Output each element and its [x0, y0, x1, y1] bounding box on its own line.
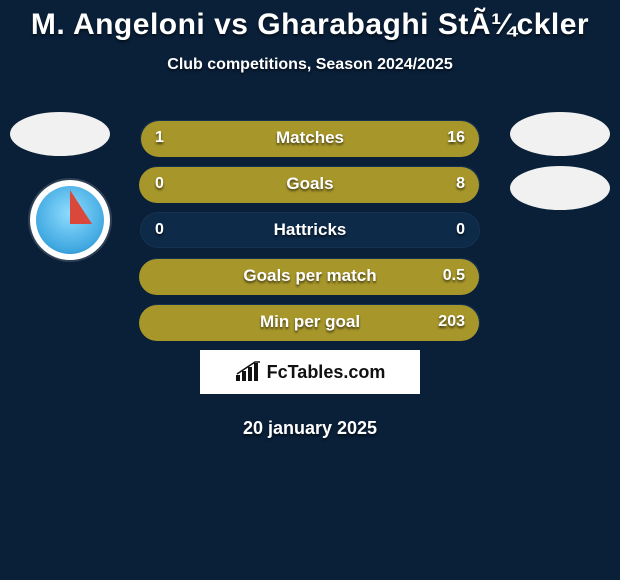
club-logo-right	[510, 166, 610, 210]
metric-value-left: 1	[155, 121, 164, 155]
metric-row: Hattricks0 0	[140, 212, 480, 248]
player-right-avatar	[510, 112, 610, 156]
metric-label: Matches	[141, 121, 479, 155]
metric-label: Min per goal	[141, 305, 479, 339]
player-left-avatar	[10, 112, 110, 156]
metric-value-left: 0	[155, 213, 164, 247]
bar-chart-icon	[235, 361, 261, 383]
metric-row: Matches1 16	[140, 120, 480, 156]
club-badge-icon	[30, 180, 110, 260]
metric-value-right: 203	[438, 305, 465, 339]
metric-label: Goals per match	[141, 259, 479, 293]
club-logo-left	[30, 180, 110, 260]
page-title: M. Angeloni vs Gharabaghi StÃ¼ckler	[0, 0, 620, 42]
metric-value-right: 16	[447, 121, 465, 155]
metric-value-right: 0.5	[443, 259, 465, 293]
infographic-root: M. Angeloni vs Gharabaghi StÃ¼ckler Club…	[0, 0, 620, 580]
metric-value-right: 0	[456, 213, 465, 247]
metric-row: Min per goal203	[140, 304, 480, 340]
metric-value-right: 8	[456, 167, 465, 201]
brand-text: FcTables.com	[267, 362, 386, 383]
metric-row: Goals0 8	[140, 166, 480, 202]
date-label: 20 january 2025	[0, 418, 620, 439]
metric-row: Goals per match0.5	[140, 258, 480, 294]
metric-label: Hattricks	[141, 213, 479, 247]
metric-label: Goals	[141, 167, 479, 201]
page-subtitle: Club competitions, Season 2024/2025	[0, 56, 620, 74]
brand-watermark: FcTables.com	[200, 350, 420, 394]
metric-value-left: 0	[155, 167, 164, 201]
